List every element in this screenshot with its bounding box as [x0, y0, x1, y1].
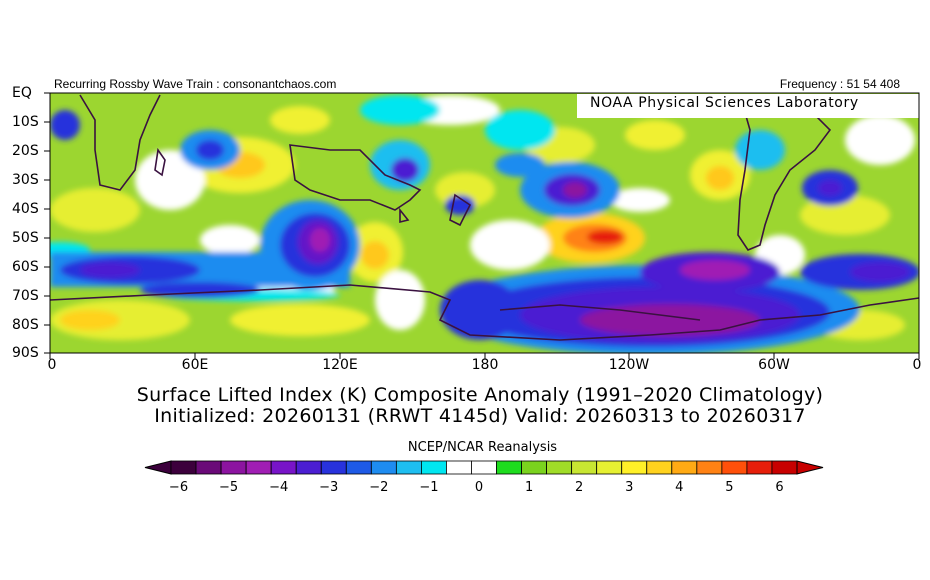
colorbar-swatch — [746, 460, 773, 475]
lat-label: 40S — [12, 201, 39, 217]
map-field — [50, 93, 919, 353]
colorbar-swatch — [721, 460, 748, 475]
header-left-text: Recurring Rossby Wave Train : consonantc… — [54, 77, 337, 91]
colorbar-tick-label: 3 — [625, 480, 634, 495]
colorbar-swatch — [395, 460, 422, 475]
caption-title: Surface Lifted Index (K) Composite Anoma… — [136, 384, 824, 406]
lat-label: 80S — [12, 317, 39, 333]
colorbar-tick-label: 5 — [725, 480, 734, 495]
colorbar-tick-label: −4 — [269, 480, 289, 495]
caption-dates: Initialized: 20260131 (RRWT 4145d) Valid… — [154, 405, 806, 427]
lat-label: 70S — [12, 288, 39, 304]
colorbar-swatch — [546, 460, 573, 475]
colorbar-swatch — [195, 460, 222, 475]
colorbar — [144, 460, 824, 475]
colorbar-swatch — [170, 460, 197, 475]
colorbar-tick-label: −5 — [219, 480, 239, 495]
colorbar-swatch — [771, 460, 798, 475]
lon-label: 60W — [758, 357, 790, 373]
coastlines — [50, 94, 919, 341]
lat-label: 20S — [12, 143, 39, 159]
colorbar-swatch — [245, 460, 272, 475]
lat-label: 90S — [12, 345, 39, 361]
colorbar-tick-label: −2 — [369, 480, 389, 495]
colorbar-swatch — [696, 460, 723, 475]
colorbar-tick-label: 2 — [575, 480, 584, 495]
colorbar-swatch — [370, 460, 397, 475]
colorbar-tick-label: 0 — [474, 480, 484, 495]
lat-label: 50S — [12, 230, 39, 246]
colorbar-swatch — [220, 460, 247, 475]
lon-label: 120E — [322, 357, 358, 373]
colorbar-swatch — [671, 460, 698, 475]
colorbar-swatch — [571, 460, 598, 475]
colorbar-tick-label: 1 — [524, 480, 534, 495]
lon-ticks — [49, 353, 920, 359]
lat-ticks — [44, 92, 50, 354]
data-source-label: NCEP/NCAR Reanalysis — [407, 440, 558, 455]
colorbar-tick-label: −1 — [419, 480, 439, 495]
colorbar-swatch — [621, 460, 648, 475]
colorbar-swatch — [446, 460, 472, 475]
colorbar-tick-label: −3 — [319, 480, 339, 495]
lat-label: 30S — [12, 172, 39, 188]
lon-label: 180 — [471, 357, 499, 373]
lab-label: NOAA Physical Sciences Laboratory — [590, 95, 859, 111]
lon-label: 120W — [608, 357, 650, 373]
colorbar-swatch — [471, 460, 497, 475]
colorbar-tick-label: 6 — [775, 480, 784, 495]
lab-label-box — [577, 94, 919, 118]
colorbar-max-arrow — [796, 460, 824, 475]
colorbar-tick-label: 4 — [675, 480, 684, 495]
lon-label: 0 — [47, 357, 57, 373]
lat-label: EQ — [12, 85, 32, 101]
colorbar-swatch — [496, 460, 522, 475]
colorbar-min-arrow — [144, 460, 172, 475]
lat-label: 60S — [12, 259, 39, 275]
colorbar-swatch — [345, 460, 372, 475]
colorbar-swatch — [646, 460, 673, 475]
colorbar-swatch — [270, 460, 297, 475]
colorbar-tick-label: −6 — [168, 480, 189, 495]
header-frequency-text: Frequency : 51 54 408 — [779, 77, 900, 91]
lat-label: 10S — [12, 114, 39, 130]
lon-label: 0 — [912, 357, 922, 373]
lon-label: 60E — [181, 357, 209, 373]
colorbar-swatch — [420, 460, 447, 475]
colorbar-swatch — [295, 460, 322, 475]
colorbar-swatch — [521, 460, 547, 475]
colorbar-swatch — [320, 460, 347, 475]
colorbar-swatch — [596, 460, 623, 475]
